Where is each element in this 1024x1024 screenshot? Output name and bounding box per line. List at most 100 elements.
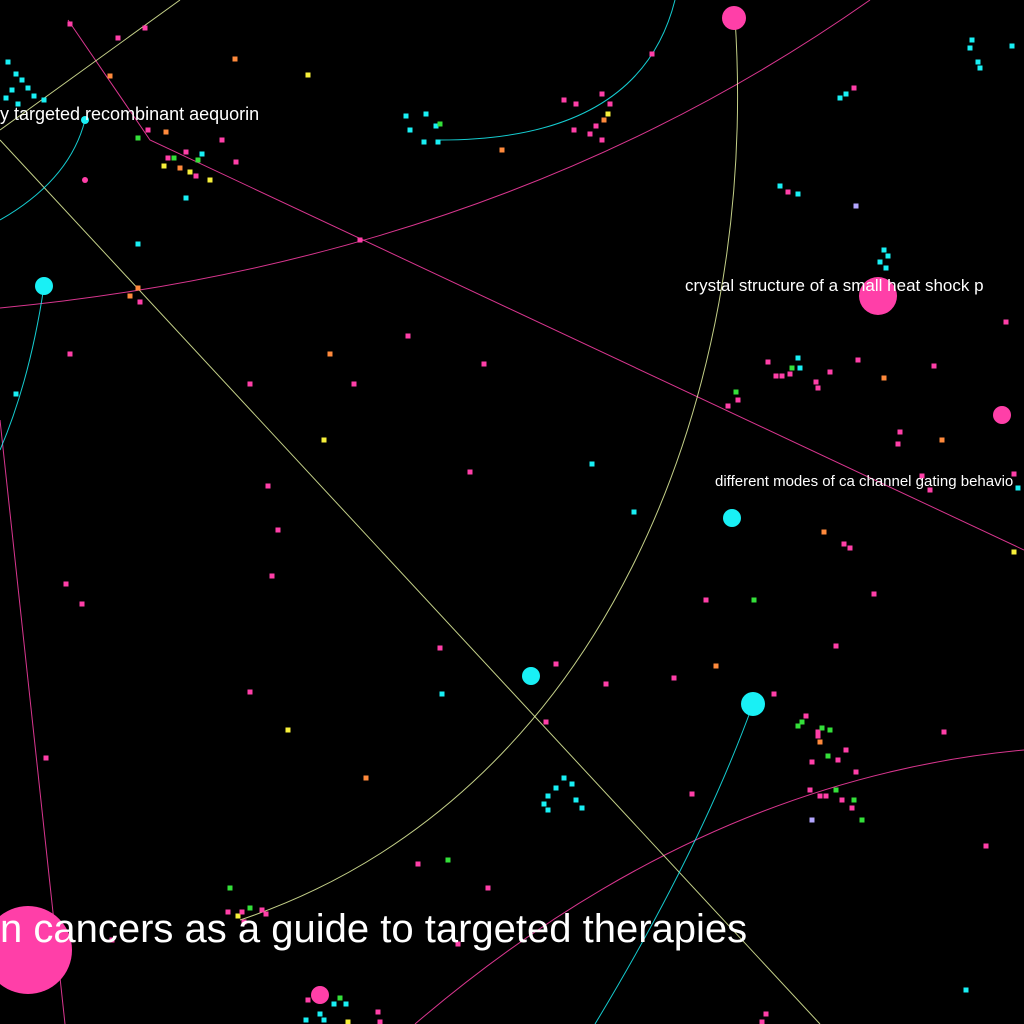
node-hub-5 xyxy=(311,986,329,1004)
node-86 xyxy=(733,389,739,395)
node-73 xyxy=(765,359,771,365)
node-156 xyxy=(963,987,969,993)
node-171 xyxy=(235,913,241,919)
node-78 xyxy=(789,365,795,371)
node-9 xyxy=(19,77,25,83)
node-98 xyxy=(247,381,253,387)
node-176 xyxy=(241,919,247,925)
node-84 xyxy=(881,375,887,381)
node-hub-3 xyxy=(993,406,1011,424)
node-175 xyxy=(263,911,269,917)
node-127 xyxy=(247,689,253,695)
node-121 xyxy=(671,675,677,681)
node-95 xyxy=(1015,485,1021,491)
node-30 xyxy=(233,159,239,165)
node-56 xyxy=(969,37,975,43)
node-46 xyxy=(573,101,579,107)
node-53 xyxy=(599,137,605,143)
node-140 xyxy=(825,753,831,759)
node-174 xyxy=(259,907,265,913)
node-7 xyxy=(5,59,11,65)
node-135 xyxy=(815,729,821,735)
label-aequorin: y targeted recombinant aequorin xyxy=(0,104,259,124)
node-167 xyxy=(445,857,451,863)
node-39 xyxy=(407,127,413,133)
node-47 xyxy=(599,91,605,97)
node-43 xyxy=(435,139,441,145)
node-50 xyxy=(601,117,607,123)
node-71 xyxy=(883,265,889,271)
node-19 xyxy=(165,155,171,161)
node-70 xyxy=(877,259,883,265)
node-143 xyxy=(809,759,815,765)
node-hub-1 xyxy=(722,6,746,30)
node-36 xyxy=(357,237,363,243)
node-187 xyxy=(375,1009,381,1015)
node-44 xyxy=(499,147,505,153)
edge-1 xyxy=(0,0,871,309)
node-131 xyxy=(771,691,777,697)
node-154 xyxy=(941,729,947,735)
node-31 xyxy=(219,137,225,143)
node-158 xyxy=(561,775,567,781)
node-145 xyxy=(833,787,839,793)
node-hub-2 xyxy=(859,277,897,315)
node-75 xyxy=(773,373,779,379)
node-151 xyxy=(849,805,855,811)
node-102 xyxy=(481,361,487,367)
node-27 xyxy=(207,177,213,183)
node-104 xyxy=(467,469,473,475)
node-109 xyxy=(269,573,275,579)
node-103 xyxy=(321,437,327,443)
node-76 xyxy=(787,371,793,377)
node-100 xyxy=(351,381,357,387)
node-120 xyxy=(713,663,719,669)
node-3 xyxy=(142,25,148,31)
node-114 xyxy=(841,541,847,547)
edge-2 xyxy=(67,19,1024,551)
node-1 xyxy=(67,21,73,27)
node-60 xyxy=(1009,43,1015,49)
node-111 xyxy=(79,601,85,607)
node-133 xyxy=(799,719,805,725)
node-20 xyxy=(171,155,177,161)
node-51 xyxy=(593,123,599,129)
node-68 xyxy=(881,247,887,253)
node-130 xyxy=(363,775,369,781)
node-177 xyxy=(455,941,461,947)
node-49 xyxy=(605,111,611,117)
node-113 xyxy=(821,529,827,535)
node-125 xyxy=(439,691,445,697)
node-97 xyxy=(67,351,73,357)
node-137 xyxy=(827,727,833,733)
node-17 xyxy=(145,127,151,133)
node-88 xyxy=(725,403,731,409)
node-41 xyxy=(437,121,443,127)
label-targeted-therapies: n cancers as a guide to targeted therapi… xyxy=(0,907,747,951)
node-21 xyxy=(183,149,189,155)
node-179 xyxy=(305,997,311,1003)
node-165 xyxy=(545,807,551,813)
node-69 xyxy=(885,253,891,259)
node-18 xyxy=(163,129,169,135)
node-178 xyxy=(109,937,115,943)
node-164 xyxy=(579,805,585,811)
node-96 xyxy=(1011,549,1017,555)
node-189 xyxy=(763,1011,769,1017)
node-52 xyxy=(587,131,593,137)
node-16 xyxy=(135,135,141,141)
node-40 xyxy=(433,123,439,129)
node-26 xyxy=(193,173,199,179)
node-45 xyxy=(561,97,567,103)
node-160 xyxy=(553,785,559,791)
edge-9 xyxy=(0,119,86,221)
node-61 xyxy=(851,85,857,91)
node-124 xyxy=(437,645,443,651)
edge-4 xyxy=(414,749,1024,1024)
node-hub-4 xyxy=(0,906,72,994)
node-37 xyxy=(403,113,409,119)
node-181 xyxy=(343,1001,349,1007)
node-89 xyxy=(897,429,903,435)
